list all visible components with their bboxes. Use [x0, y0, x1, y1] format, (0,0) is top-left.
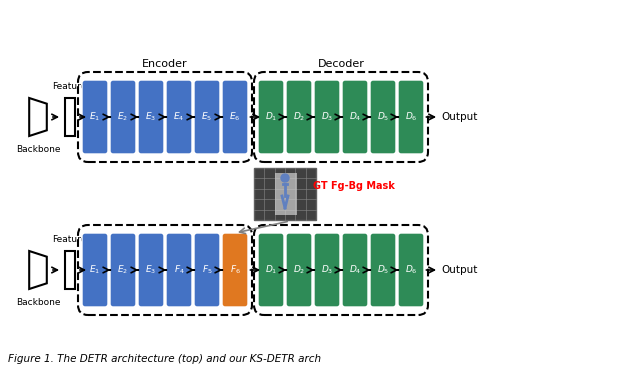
Text: $E_3$: $E_3$	[145, 111, 157, 123]
Text: Features: Features	[52, 235, 91, 244]
Text: $F_5$: $F_5$	[202, 264, 212, 276]
Text: Encoder: Encoder	[142, 59, 188, 69]
Text: $D_4$: $D_4$	[349, 111, 362, 123]
FancyBboxPatch shape	[110, 80, 136, 154]
FancyBboxPatch shape	[82, 80, 108, 154]
Text: Figure 1. The DETR architecture (top) and our KS-DETR arch: Figure 1. The DETR architecture (top) an…	[8, 354, 321, 364]
FancyBboxPatch shape	[258, 233, 284, 307]
FancyBboxPatch shape	[258, 80, 284, 154]
FancyBboxPatch shape	[166, 80, 192, 154]
Text: Output: Output	[441, 265, 477, 275]
Text: GT Fg-Bg Mask: GT Fg-Bg Mask	[313, 181, 395, 191]
Circle shape	[281, 174, 289, 182]
Bar	[65, 251, 75, 289]
FancyBboxPatch shape	[342, 233, 368, 307]
FancyBboxPatch shape	[138, 233, 164, 307]
Text: Decoder: Decoder	[317, 59, 364, 69]
Text: $F_6$: $F_6$	[230, 264, 241, 276]
FancyBboxPatch shape	[286, 233, 312, 307]
Text: $E_4$: $E_4$	[173, 111, 185, 123]
Text: $D_4$: $D_4$	[349, 264, 362, 276]
Text: $F_4$: $F_4$	[173, 264, 184, 276]
FancyBboxPatch shape	[314, 80, 340, 154]
FancyBboxPatch shape	[275, 173, 297, 215]
Text: $D_6$: $D_6$	[404, 264, 417, 276]
FancyBboxPatch shape	[370, 233, 396, 307]
Text: $D_2$: $D_2$	[293, 264, 305, 276]
Text: $E_1$: $E_1$	[90, 111, 100, 123]
FancyBboxPatch shape	[222, 80, 248, 154]
Text: Backbone: Backbone	[16, 145, 60, 154]
Text: $E_6$: $E_6$	[229, 111, 241, 123]
Text: Output: Output	[441, 112, 477, 122]
FancyBboxPatch shape	[286, 80, 312, 154]
FancyBboxPatch shape	[342, 80, 368, 154]
FancyBboxPatch shape	[222, 233, 248, 307]
Text: $D_1$: $D_1$	[265, 264, 277, 276]
FancyBboxPatch shape	[166, 233, 192, 307]
Text: Features: Features	[52, 82, 91, 91]
Text: Backbone: Backbone	[16, 298, 60, 307]
FancyBboxPatch shape	[314, 233, 340, 307]
Text: $D_6$: $D_6$	[404, 111, 417, 123]
Text: $D_5$: $D_5$	[377, 111, 389, 123]
FancyBboxPatch shape	[370, 80, 396, 154]
Text: $D_5$: $D_5$	[377, 264, 389, 276]
FancyBboxPatch shape	[194, 233, 220, 307]
Text: $E_5$: $E_5$	[202, 111, 212, 123]
FancyBboxPatch shape	[254, 168, 316, 220]
Text: $E_2$: $E_2$	[118, 111, 129, 123]
FancyBboxPatch shape	[110, 233, 136, 307]
Text: $D_3$: $D_3$	[321, 264, 333, 276]
Text: $E_3$: $E_3$	[145, 264, 157, 276]
Text: $D_3$: $D_3$	[321, 111, 333, 123]
Text: $D_1$: $D_1$	[265, 111, 277, 123]
Text: $D_2$: $D_2$	[293, 111, 305, 123]
FancyBboxPatch shape	[138, 80, 164, 154]
Text: $E_2$: $E_2$	[118, 264, 129, 276]
FancyBboxPatch shape	[82, 233, 108, 307]
FancyBboxPatch shape	[398, 80, 424, 154]
Bar	[65, 98, 75, 136]
FancyBboxPatch shape	[398, 233, 424, 307]
Text: $E_1$: $E_1$	[90, 264, 100, 276]
FancyBboxPatch shape	[194, 80, 220, 154]
